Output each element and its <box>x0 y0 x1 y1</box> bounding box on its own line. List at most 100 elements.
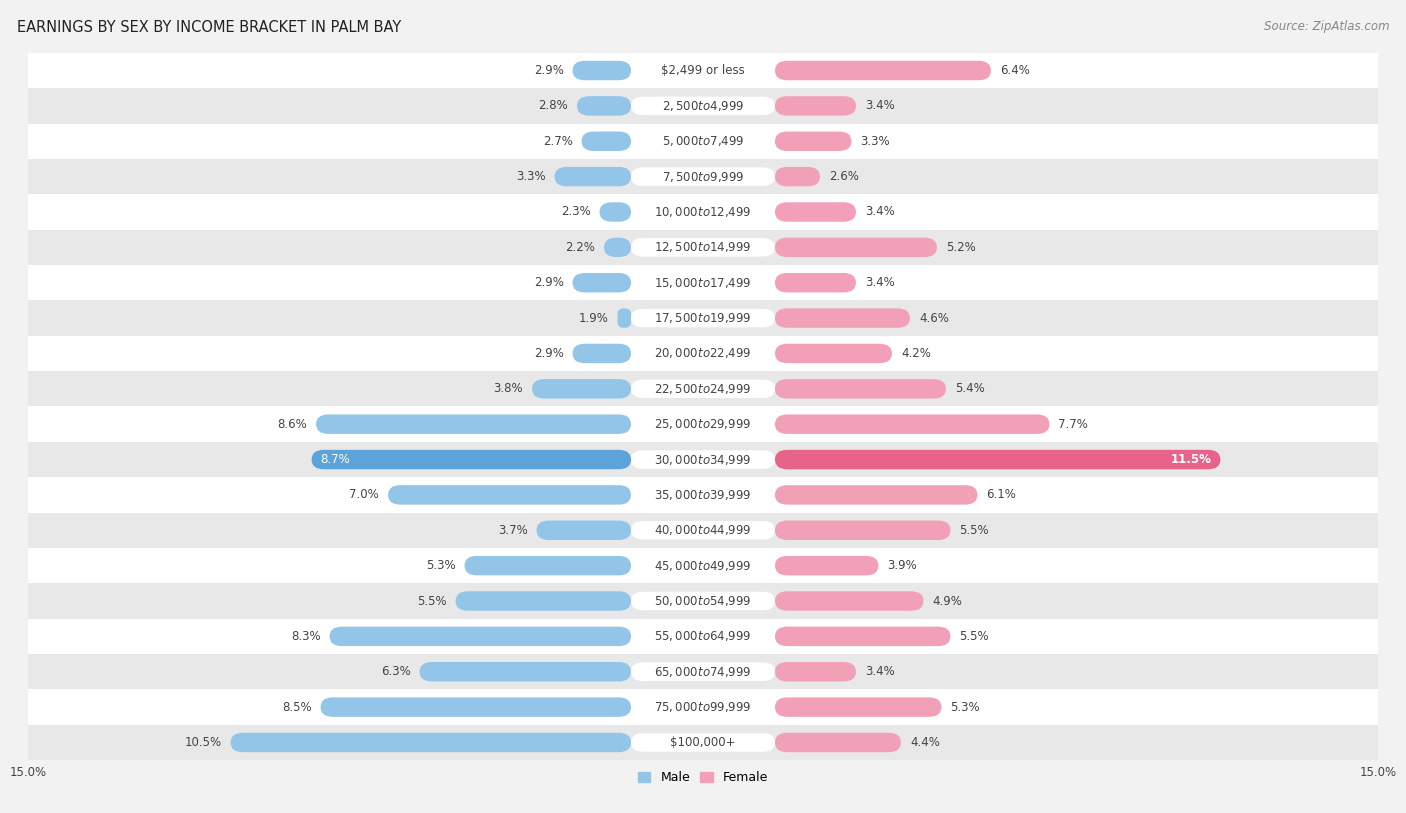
FancyBboxPatch shape <box>631 380 775 398</box>
Text: 6.1%: 6.1% <box>987 489 1017 502</box>
FancyBboxPatch shape <box>775 520 950 540</box>
FancyBboxPatch shape <box>775 344 891 363</box>
Bar <box>28 619 1378 654</box>
Text: 2.6%: 2.6% <box>830 170 859 183</box>
Bar <box>28 229 1378 265</box>
Text: 5.2%: 5.2% <box>946 241 976 254</box>
Text: 8.7%: 8.7% <box>321 453 350 466</box>
Text: $7,500 to $9,999: $7,500 to $9,999 <box>662 170 744 184</box>
FancyBboxPatch shape <box>631 733 775 752</box>
FancyBboxPatch shape <box>231 733 631 752</box>
FancyBboxPatch shape <box>775 237 936 257</box>
Text: 4.4%: 4.4% <box>910 736 939 749</box>
FancyBboxPatch shape <box>321 698 631 717</box>
FancyBboxPatch shape <box>554 167 631 186</box>
Text: $12,500 to $14,999: $12,500 to $14,999 <box>654 241 752 254</box>
Text: $10,000 to $12,499: $10,000 to $12,499 <box>654 205 752 219</box>
Text: 3.8%: 3.8% <box>494 382 523 395</box>
Text: 3.9%: 3.9% <box>887 559 917 572</box>
Bar <box>28 265 1378 300</box>
FancyBboxPatch shape <box>631 97 775 115</box>
Text: Source: ZipAtlas.com: Source: ZipAtlas.com <box>1264 20 1389 33</box>
FancyBboxPatch shape <box>631 132 775 150</box>
FancyBboxPatch shape <box>631 592 775 611</box>
Text: $30,000 to $34,999: $30,000 to $34,999 <box>654 453 752 467</box>
Text: 3.7%: 3.7% <box>498 524 527 537</box>
FancyBboxPatch shape <box>617 308 631 328</box>
Text: $2,499 or less: $2,499 or less <box>661 64 745 77</box>
Bar <box>28 512 1378 548</box>
FancyBboxPatch shape <box>775 733 901 752</box>
Bar <box>28 654 1378 689</box>
Text: 8.3%: 8.3% <box>291 630 321 643</box>
FancyBboxPatch shape <box>456 591 631 611</box>
Text: 4.6%: 4.6% <box>920 311 949 324</box>
FancyBboxPatch shape <box>631 415 775 433</box>
Text: $50,000 to $54,999: $50,000 to $54,999 <box>654 594 752 608</box>
Text: 3.4%: 3.4% <box>865 99 894 112</box>
Text: $40,000 to $44,999: $40,000 to $44,999 <box>654 524 752 537</box>
Bar <box>28 194 1378 229</box>
Bar <box>28 477 1378 512</box>
FancyBboxPatch shape <box>582 132 631 151</box>
FancyBboxPatch shape <box>631 167 775 186</box>
Text: 5.5%: 5.5% <box>959 630 988 643</box>
Text: 3.4%: 3.4% <box>865 206 894 219</box>
Text: 2.9%: 2.9% <box>534 276 564 289</box>
Bar <box>28 300 1378 336</box>
FancyBboxPatch shape <box>572 273 631 293</box>
FancyBboxPatch shape <box>775 167 820 186</box>
FancyBboxPatch shape <box>631 273 775 292</box>
FancyBboxPatch shape <box>312 450 631 469</box>
FancyBboxPatch shape <box>631 556 775 575</box>
Bar <box>28 725 1378 760</box>
FancyBboxPatch shape <box>631 309 775 328</box>
Text: 4.9%: 4.9% <box>932 594 962 607</box>
Text: 3.3%: 3.3% <box>860 135 890 148</box>
Bar <box>28 584 1378 619</box>
Text: 2.3%: 2.3% <box>561 206 591 219</box>
FancyBboxPatch shape <box>631 698 775 716</box>
FancyBboxPatch shape <box>775 96 856 115</box>
Text: 7.7%: 7.7% <box>1059 418 1088 431</box>
Text: 5.3%: 5.3% <box>950 701 980 714</box>
Text: $45,000 to $49,999: $45,000 to $49,999 <box>654 559 752 572</box>
FancyBboxPatch shape <box>631 61 775 80</box>
FancyBboxPatch shape <box>316 415 631 434</box>
Text: $2,500 to $4,999: $2,500 to $4,999 <box>662 99 744 113</box>
FancyBboxPatch shape <box>599 202 631 222</box>
Text: 6.3%: 6.3% <box>381 665 411 678</box>
Bar <box>28 441 1378 477</box>
Text: 2.2%: 2.2% <box>565 241 595 254</box>
FancyBboxPatch shape <box>775 61 991 80</box>
FancyBboxPatch shape <box>775 485 977 505</box>
Text: 7.0%: 7.0% <box>349 489 380 502</box>
Text: 2.9%: 2.9% <box>534 347 564 360</box>
FancyBboxPatch shape <box>775 627 950 646</box>
FancyBboxPatch shape <box>576 96 631 115</box>
Text: 3.3%: 3.3% <box>516 170 546 183</box>
FancyBboxPatch shape <box>631 238 775 257</box>
Bar <box>28 689 1378 725</box>
FancyBboxPatch shape <box>631 627 775 646</box>
FancyBboxPatch shape <box>631 450 775 469</box>
Text: 5.5%: 5.5% <box>418 594 447 607</box>
FancyBboxPatch shape <box>631 521 775 540</box>
FancyBboxPatch shape <box>775 698 942 717</box>
FancyBboxPatch shape <box>775 662 856 681</box>
FancyBboxPatch shape <box>775 556 879 576</box>
Text: EARNINGS BY SEX BY INCOME BRACKET IN PALM BAY: EARNINGS BY SEX BY INCOME BRACKET IN PAL… <box>17 20 401 35</box>
Text: $65,000 to $74,999: $65,000 to $74,999 <box>654 665 752 679</box>
FancyBboxPatch shape <box>775 591 924 611</box>
Text: 10.5%: 10.5% <box>184 736 222 749</box>
FancyBboxPatch shape <box>775 308 910 328</box>
Text: 3.4%: 3.4% <box>865 665 894 678</box>
FancyBboxPatch shape <box>631 202 775 221</box>
Text: 2.7%: 2.7% <box>543 135 572 148</box>
Text: $55,000 to $64,999: $55,000 to $64,999 <box>654 629 752 643</box>
FancyBboxPatch shape <box>775 273 856 293</box>
FancyBboxPatch shape <box>572 344 631 363</box>
Text: $100,000+: $100,000+ <box>671 736 735 749</box>
FancyBboxPatch shape <box>775 202 856 222</box>
Legend: Male, Female: Male, Female <box>633 767 773 789</box>
